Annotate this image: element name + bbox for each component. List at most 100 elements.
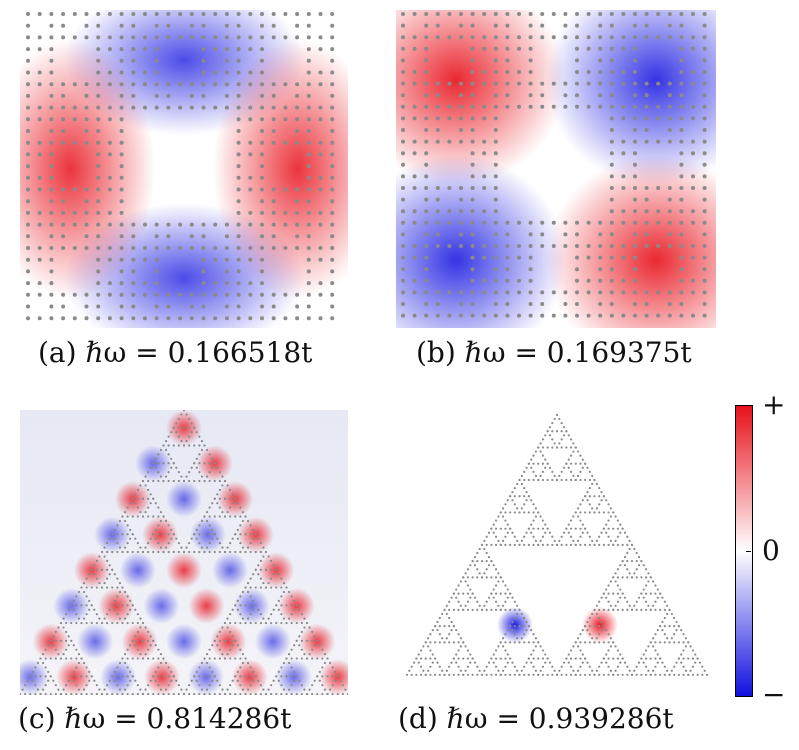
lattice-site bbox=[511, 499, 514, 502]
lattice-site bbox=[537, 511, 540, 514]
lattice-site bbox=[540, 104, 545, 109]
lattice-site bbox=[267, 582, 270, 585]
lattice-site bbox=[563, 244, 568, 248]
lattice-site bbox=[518, 673, 521, 676]
lattice-site bbox=[190, 422, 193, 425]
lattice-site bbox=[431, 653, 434, 656]
lattice-site bbox=[614, 580, 617, 583]
lattice-site bbox=[295, 140, 300, 145]
lattice-site bbox=[131, 257, 136, 262]
lattice-site bbox=[523, 503, 526, 506]
lattice-site bbox=[539, 539, 542, 542]
lattice-site bbox=[555, 478, 559, 482]
lattice-site bbox=[520, 474, 523, 477]
lattice-site bbox=[493, 197, 498, 202]
lattice-site bbox=[493, 255, 498, 260]
lattice-site bbox=[295, 199, 300, 204]
lattice-site bbox=[609, 162, 614, 167]
lattice-site bbox=[298, 644, 301, 647]
lattice-site bbox=[236, 199, 241, 204]
lattice-site bbox=[598, 665, 601, 668]
lattice-site bbox=[96, 316, 101, 321]
lattice-site bbox=[494, 519, 498, 522]
lattice-site bbox=[200, 475, 204, 478]
lattice-site bbox=[429, 649, 432, 652]
lattice-site bbox=[170, 457, 173, 460]
colorbar-label-negative: − bbox=[762, 678, 786, 711]
lattice-site bbox=[560, 470, 563, 473]
lattice-site bbox=[679, 174, 684, 179]
lattice-site bbox=[607, 673, 610, 676]
lattice-site bbox=[249, 550, 252, 554]
lattice-site bbox=[26, 269, 30, 274]
lattice-site bbox=[702, 220, 707, 225]
lattice-site bbox=[316, 657, 319, 660]
lattice-site bbox=[457, 600, 460, 603]
lattice-site bbox=[410, 665, 413, 668]
lattice-site bbox=[223, 497, 227, 500]
lattice-site bbox=[159, 475, 163, 478]
lattice-site bbox=[539, 474, 542, 477]
lattice-site bbox=[687, 641, 690, 644]
lattice-site bbox=[490, 657, 493, 660]
lattice-site bbox=[598, 608, 601, 611]
lattice-site bbox=[517, 35, 521, 40]
lattice-site bbox=[633, 313, 637, 318]
lattice-site bbox=[551, 446, 554, 449]
lattice-site bbox=[47, 679, 50, 682]
lattice-site bbox=[702, 186, 707, 190]
lattice-site bbox=[470, 232, 475, 237]
lattice-site bbox=[154, 222, 159, 227]
lattice-site bbox=[26, 70, 30, 75]
lattice-site bbox=[679, 23, 684, 28]
lattice-site bbox=[694, 661, 697, 664]
lattice-site bbox=[702, 70, 707, 74]
lattice-site bbox=[277, 599, 280, 602]
lattice-site bbox=[306, 316, 311, 321]
lattice-site bbox=[438, 616, 441, 620]
lattice-site bbox=[49, 199, 54, 204]
lattice-site bbox=[136, 613, 139, 616]
lattice-site bbox=[493, 278, 498, 283]
lattice-site bbox=[306, 105, 311, 110]
lattice-site bbox=[499, 673, 502, 676]
lattice-site bbox=[614, 572, 617, 575]
lattice-site bbox=[290, 675, 293, 678]
lattice-site bbox=[280, 586, 283, 589]
lattice-site bbox=[450, 596, 453, 599]
lattice-site bbox=[435, 244, 440, 248]
lattice-site bbox=[572, 442, 575, 445]
lattice-site bbox=[72, 608, 75, 611]
lattice-site bbox=[424, 35, 429, 40]
lattice-site bbox=[505, 302, 510, 306]
lattice-site bbox=[285, 657, 288, 660]
lattice-site bbox=[691, 673, 695, 676]
lattice-site bbox=[164, 688, 168, 691]
lattice-site bbox=[581, 458, 584, 461]
lattice-site bbox=[464, 645, 467, 648]
lattice-site bbox=[591, 474, 594, 477]
lattice-site bbox=[260, 246, 264, 250]
lattice-site bbox=[236, 164, 241, 169]
lattice-site bbox=[75, 666, 78, 669]
lattice-site bbox=[70, 657, 73, 660]
lattice-site bbox=[203, 444, 206, 447]
lattice-site bbox=[318, 70, 323, 75]
lattice-site bbox=[211, 679, 214, 682]
lattice-site bbox=[52, 679, 55, 682]
lattice-site bbox=[131, 292, 136, 297]
lattice-site bbox=[424, 70, 429, 74]
lattice-site bbox=[177, 471, 180, 474]
lattice-site bbox=[218, 630, 221, 634]
lattice-site bbox=[139, 484, 142, 487]
lattice-site bbox=[295, 222, 300, 227]
lattice-site bbox=[271, 304, 276, 309]
lattice-site bbox=[193, 426, 196, 429]
lattice-site bbox=[532, 657, 535, 660]
lattice-site bbox=[633, 162, 637, 167]
lattice-site bbox=[569, 527, 573, 530]
lattice-site bbox=[591, 612, 594, 616]
lattice-site bbox=[654, 665, 657, 668]
lattice-site bbox=[424, 657, 427, 660]
lattice-site bbox=[691, 209, 695, 214]
